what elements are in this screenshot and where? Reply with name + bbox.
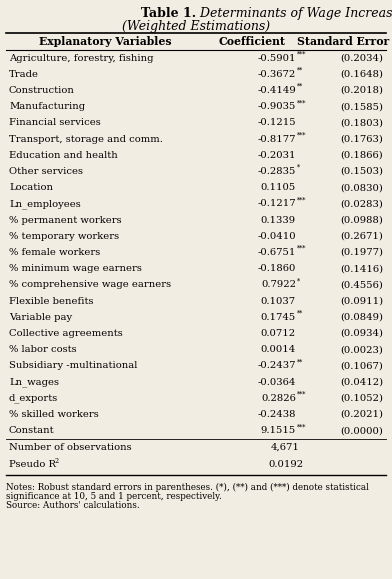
Text: (0.2034): (0.2034) <box>340 54 383 63</box>
Text: % female workers: % female workers <box>9 248 100 257</box>
Text: (0.1763): (0.1763) <box>340 134 383 144</box>
Text: -0.2031: -0.2031 <box>258 151 296 160</box>
Text: **: ** <box>297 358 303 367</box>
Text: **: ** <box>297 67 303 75</box>
Text: Ln_employees: Ln_employees <box>9 199 81 209</box>
Text: (0.0023): (0.0023) <box>340 345 383 354</box>
Text: 0.2826: 0.2826 <box>261 394 296 403</box>
Text: *: * <box>297 164 300 172</box>
Text: ***: *** <box>297 50 307 58</box>
Text: (0.1052): (0.1052) <box>340 394 383 403</box>
Text: (0.0283): (0.0283) <box>340 199 383 208</box>
Text: Manufacturing: Manufacturing <box>9 102 85 111</box>
Text: (0.2671): (0.2671) <box>340 232 383 241</box>
Text: Pseudo R: Pseudo R <box>9 460 56 469</box>
Text: (Weighted Estimations): (Weighted Estimations) <box>122 20 270 33</box>
Text: ***: *** <box>297 391 307 399</box>
Text: d_exports: d_exports <box>9 394 58 403</box>
Text: -0.3672: -0.3672 <box>258 70 296 79</box>
Text: Coefficient: Coefficient <box>219 36 286 47</box>
Text: **: ** <box>297 83 303 91</box>
Text: ***: *** <box>297 245 307 253</box>
Text: (0.1067): (0.1067) <box>340 361 383 371</box>
Text: Standard Error: Standard Error <box>297 36 389 47</box>
Text: Ln_wages: Ln_wages <box>9 378 59 387</box>
Text: 0.1037: 0.1037 <box>261 296 296 306</box>
Text: -0.4149: -0.4149 <box>257 86 296 95</box>
Text: 0.0192: 0.0192 <box>268 460 303 469</box>
Text: (0.1803): (0.1803) <box>340 118 383 127</box>
Text: -0.9035: -0.9035 <box>258 102 296 111</box>
Text: Construction: Construction <box>9 86 75 95</box>
Text: Collective agreements: Collective agreements <box>9 329 123 338</box>
Text: (0.0934): (0.0934) <box>340 329 383 338</box>
Text: Transport, storage and comm.: Transport, storage and comm. <box>9 134 163 144</box>
Text: (0.1585): (0.1585) <box>340 102 383 111</box>
Text: -0.2835: -0.2835 <box>258 167 296 176</box>
Text: (0.0000): (0.0000) <box>340 426 383 435</box>
Text: (0.4556): (0.4556) <box>340 280 383 290</box>
Text: (0.1866): (0.1866) <box>340 151 383 160</box>
Text: significance at 10, 5 and 1 percent, respectively.: significance at 10, 5 and 1 percent, res… <box>6 492 222 501</box>
Text: ***: *** <box>297 423 307 431</box>
Text: (0.1648): (0.1648) <box>340 70 383 79</box>
Text: (0.2018): (0.2018) <box>340 86 383 95</box>
Text: % temporary workers: % temporary workers <box>9 232 119 241</box>
Text: -0.8177: -0.8177 <box>258 134 296 144</box>
Text: Notes: Robust standard errors in parentheses. (*), (**) and (***) denote statist: Notes: Robust standard errors in parenth… <box>6 483 369 492</box>
Text: Determinants of Wage Increases: Cross-section Estimations: Determinants of Wage Increases: Cross-se… <box>196 7 392 20</box>
Text: Flexible benefits: Flexible benefits <box>9 296 94 306</box>
Text: 2: 2 <box>55 457 59 466</box>
Text: ***: *** <box>297 99 307 107</box>
Text: -0.0410: -0.0410 <box>258 232 296 241</box>
Text: (0.0849): (0.0849) <box>340 313 383 322</box>
Text: Financial services: Financial services <box>9 118 101 127</box>
Text: 0.0014: 0.0014 <box>261 345 296 354</box>
Text: 0.1745: 0.1745 <box>261 313 296 322</box>
Text: Other services: Other services <box>9 167 83 176</box>
Text: 0.1105: 0.1105 <box>261 183 296 192</box>
Text: 0.0712: 0.0712 <box>261 329 296 338</box>
Text: *: * <box>297 277 300 285</box>
Text: Explanatory Variables: Explanatory Variables <box>39 36 172 47</box>
Text: -0.1215: -0.1215 <box>258 118 296 127</box>
Text: % minimum wage earners: % minimum wage earners <box>9 264 142 273</box>
Text: (0.0911): (0.0911) <box>340 296 383 306</box>
Text: (0.1503): (0.1503) <box>340 167 383 176</box>
Text: -0.6751: -0.6751 <box>258 248 296 257</box>
Text: (0.1416): (0.1416) <box>340 264 383 273</box>
Text: Number of observations: Number of observations <box>9 443 132 452</box>
Text: 4,671: 4,671 <box>271 443 300 452</box>
Text: (0.0988): (0.0988) <box>340 215 383 225</box>
Text: ***: *** <box>297 131 307 140</box>
Text: 0.1339: 0.1339 <box>261 215 296 225</box>
Text: (0.0830): (0.0830) <box>340 183 383 192</box>
Text: ***: *** <box>297 196 307 204</box>
Text: -0.1217: -0.1217 <box>258 199 296 208</box>
Text: % labor costs: % labor costs <box>9 345 76 354</box>
Text: Variable pay: Variable pay <box>9 313 72 322</box>
Text: Trade: Trade <box>9 70 39 79</box>
Text: -0.1860: -0.1860 <box>258 264 296 273</box>
Text: % skilled workers: % skilled workers <box>9 410 99 419</box>
Text: % comprehensive wage earners: % comprehensive wage earners <box>9 280 171 290</box>
Text: Agriculture, forestry, fishing: Agriculture, forestry, fishing <box>9 54 154 63</box>
Text: 0.7922: 0.7922 <box>261 280 296 290</box>
Text: (0.2021): (0.2021) <box>340 410 383 419</box>
Text: Table 1.: Table 1. <box>141 7 196 20</box>
Text: % permanent workers: % permanent workers <box>9 215 122 225</box>
Text: -0.2437: -0.2437 <box>258 361 296 371</box>
Text: **: ** <box>297 310 303 318</box>
Text: Subsidiary -multinational: Subsidiary -multinational <box>9 361 137 371</box>
Text: Source: Authors' calculations.: Source: Authors' calculations. <box>6 501 140 510</box>
Text: Education and health: Education and health <box>9 151 118 160</box>
Text: -0.2438: -0.2438 <box>258 410 296 419</box>
Text: Location: Location <box>9 183 53 192</box>
Text: -0.0364: -0.0364 <box>258 378 296 387</box>
Text: Constant: Constant <box>9 426 54 435</box>
Text: 9.1515: 9.1515 <box>261 426 296 435</box>
Text: (0.0412): (0.0412) <box>340 378 383 387</box>
Text: (0.1977): (0.1977) <box>340 248 383 257</box>
Text: -0.5901: -0.5901 <box>258 54 296 63</box>
